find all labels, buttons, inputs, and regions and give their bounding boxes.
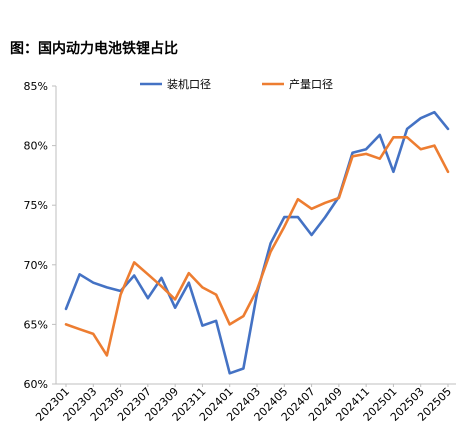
y-tick-label: 60% xyxy=(24,378,48,391)
legend: 装机口径 产量口径 xyxy=(140,77,333,91)
y-tick-label: 85% xyxy=(24,80,48,93)
chart-axes: 60%65%70%75%80%85%2023012023032023052023… xyxy=(24,80,456,424)
y-tick-label: 70% xyxy=(24,259,48,272)
series-line-installed xyxy=(64,110,450,375)
legend-label: 装机口径 xyxy=(167,77,211,91)
chart-title: 图：国内动力电池铁锂占比 xyxy=(10,41,178,57)
legend-label: 产量口径 xyxy=(289,77,333,91)
series-line-production xyxy=(64,136,450,357)
y-tick-label: 65% xyxy=(24,318,48,331)
y-tick-label: 75% xyxy=(24,199,48,212)
series-layer xyxy=(64,110,450,375)
y-tick-label: 80% xyxy=(24,140,48,153)
